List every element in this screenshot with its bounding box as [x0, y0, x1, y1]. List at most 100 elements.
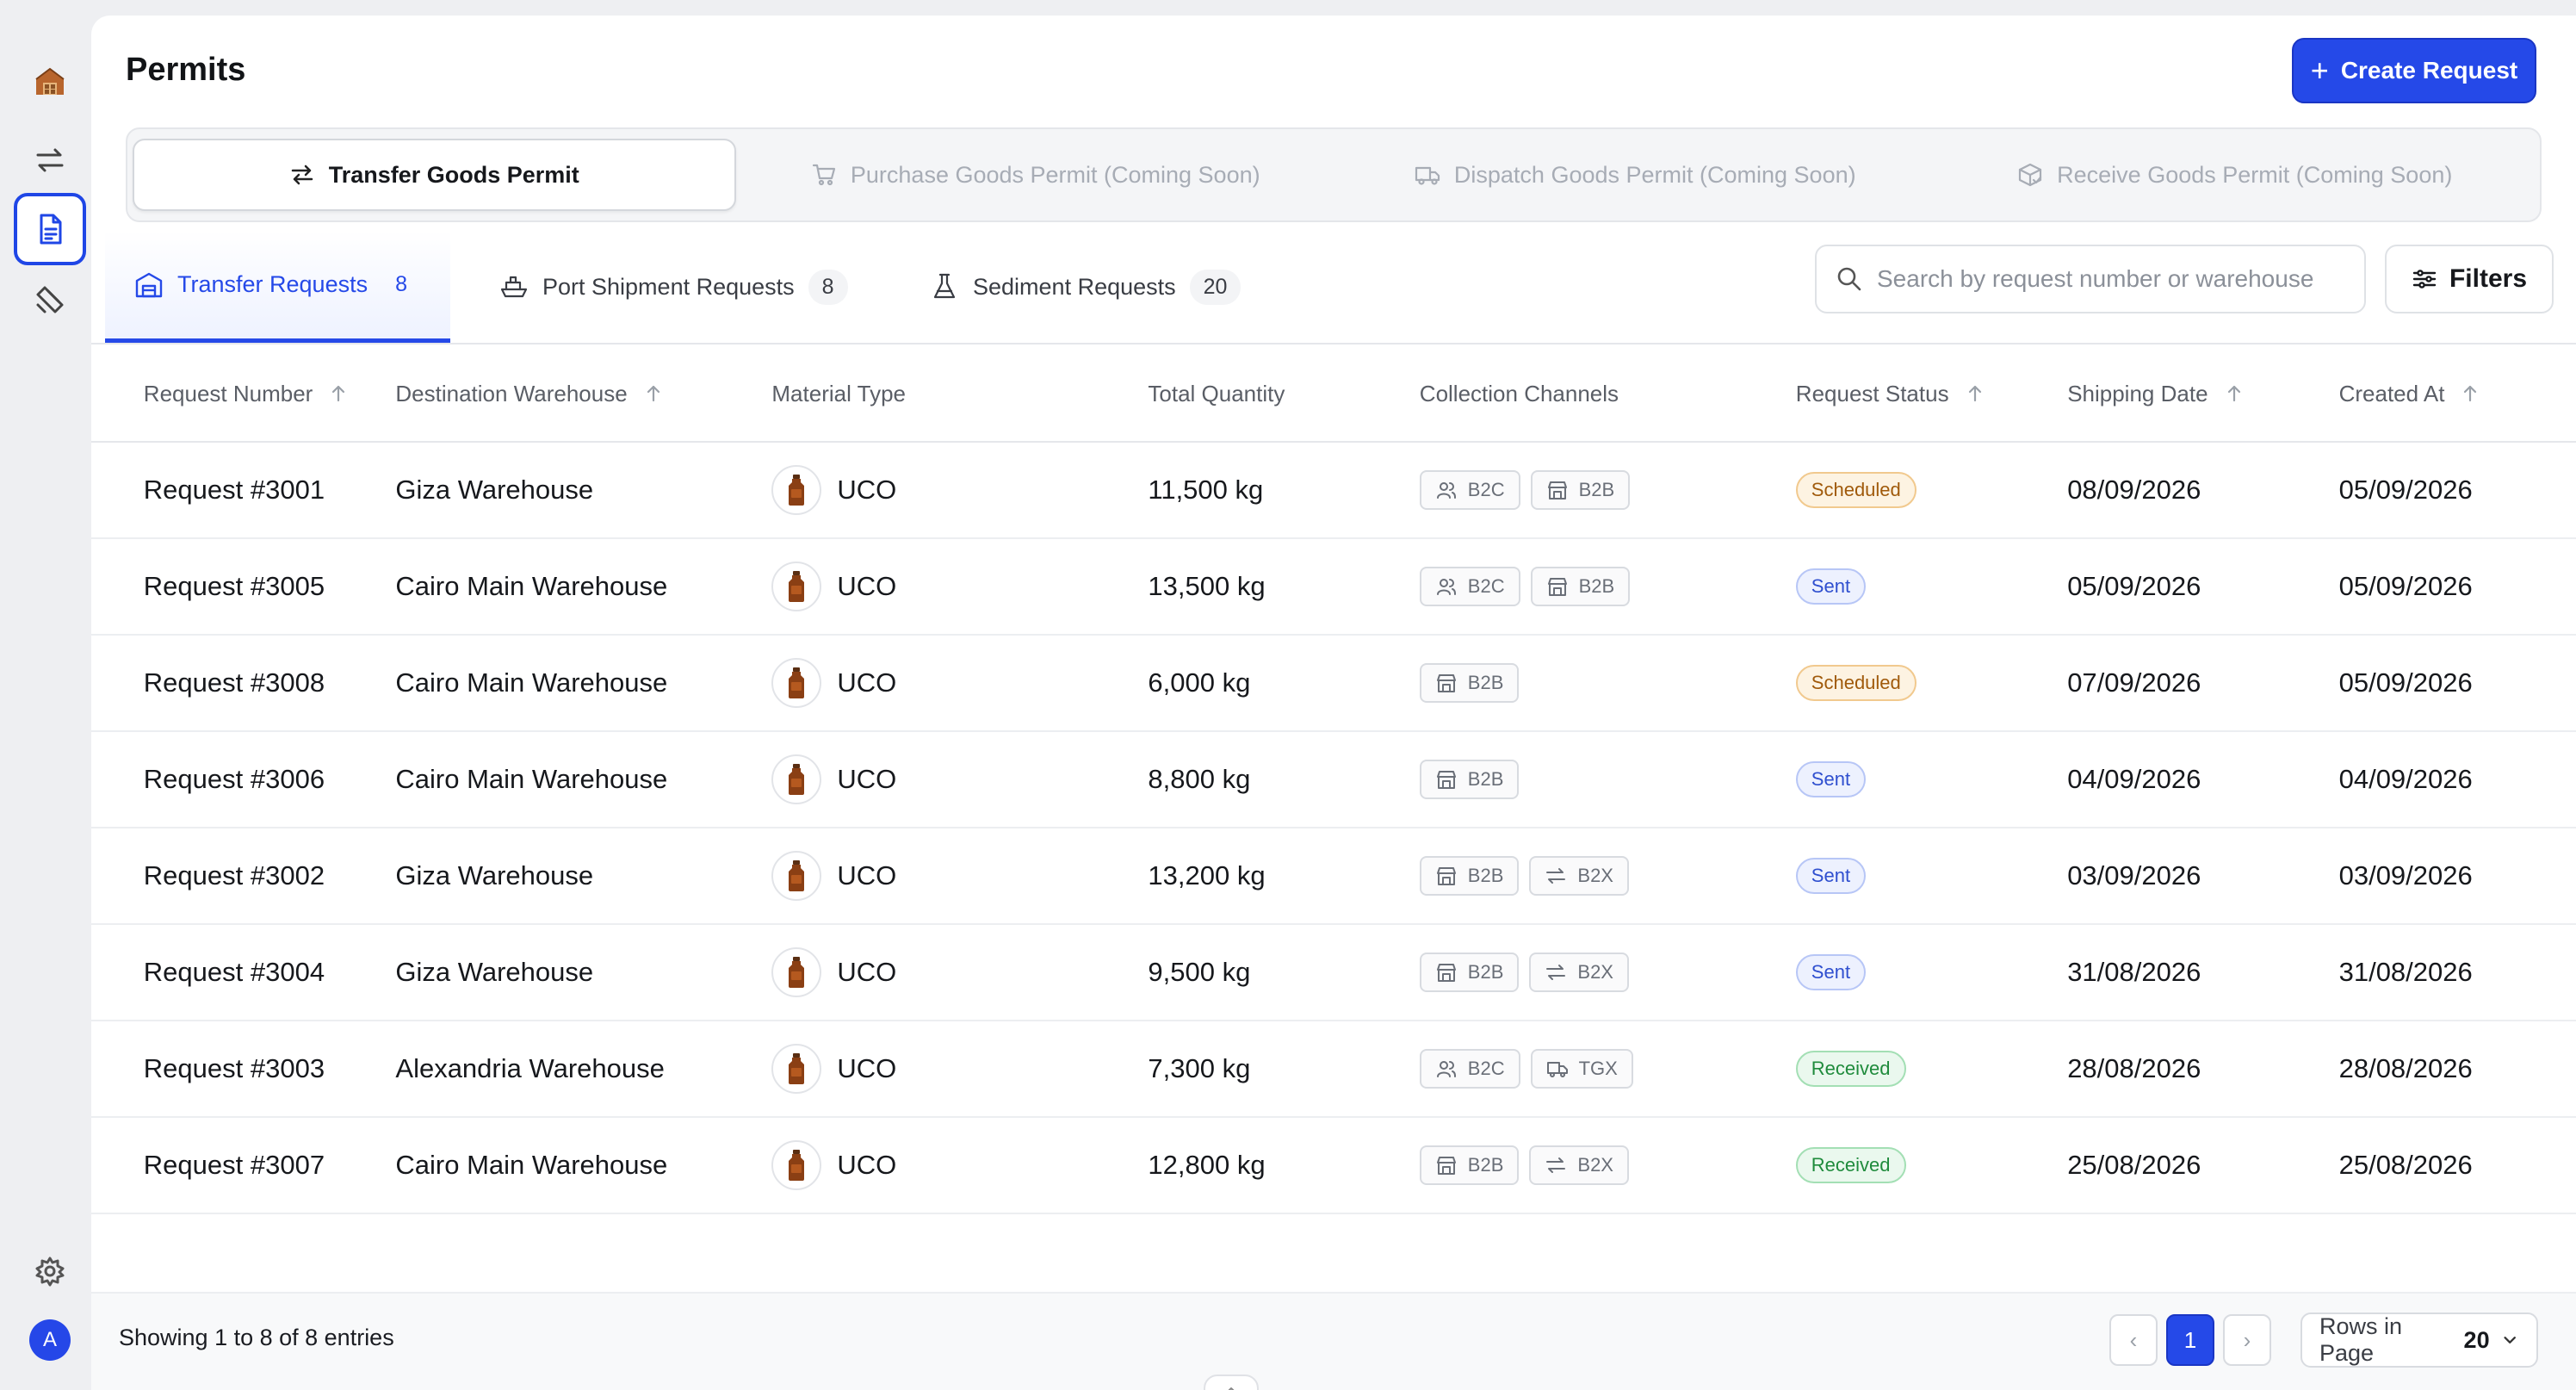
- shipping-cell: 07/09/2026: [2067, 667, 2201, 698]
- warehouse-cell: Cairo Main Warehouse: [395, 764, 668, 794]
- next-page-button[interactable]: ›: [2223, 1314, 2271, 1366]
- header-label: Request Status: [1795, 380, 1949, 406]
- settings-gear-icon[interactable]: [14, 1235, 86, 1307]
- header-created-at[interactable]: Created At: [2339, 346, 2481, 441]
- header-label: Total Quantity: [1148, 380, 1285, 406]
- tab-transfer-requests[interactable]: Transfer Requests 8: [105, 231, 450, 343]
- permit-tab-transfer[interactable]: Transfer Goods Permit: [133, 139, 736, 211]
- header-destination-warehouse[interactable]: Destination Warehouse: [395, 346, 663, 441]
- header-material-type: Material Type: [771, 346, 906, 441]
- channel-label: B2B: [1467, 672, 1504, 693]
- main-panel: Permits + Create Request Transfer Goods …: [91, 16, 2576, 1390]
- status-cell: Scheduled: [1795, 443, 1917, 537]
- status-cell: Sent: [1795, 925, 1867, 1020]
- user-avatar[interactable]: A: [29, 1319, 71, 1361]
- material-cell: UCO: [771, 828, 896, 923]
- tab-sediment-requests[interactable]: Sediment Requests 20: [930, 231, 1242, 343]
- created-cell: 25/08/2026: [2338, 1150, 2473, 1180]
- create-request-button[interactable]: + Create Request: [2292, 38, 2536, 103]
- document-icon[interactable]: [14, 193, 86, 265]
- shipping-cell: 25/08/2026: [2067, 1150, 2201, 1180]
- permit-tab-receive[interactable]: Receive Goods Permit (Coming Soon): [1935, 139, 2536, 211]
- table-footer: Showing 1 to 8 of 8 entries ‹ 1 › Rows i…: [91, 1292, 2576, 1390]
- header-request-status[interactable]: Request Status: [1796, 346, 1985, 441]
- channels-cell: B2C B2B: [1419, 539, 1640, 634]
- material-type: UCO: [837, 667, 897, 698]
- shipping-cell: 28/08/2026: [2067, 1053, 2201, 1083]
- request-tabs: Transfer Requests 8 Port Shipment Reques…: [91, 231, 2576, 344]
- status-cell: Sent: [1795, 732, 1867, 827]
- plus-icon: +: [2310, 53, 2329, 88]
- table-row[interactable]: Request #3005 Cairo Main Warehouse UCO 13,5…: [91, 539, 2576, 636]
- status-cell: Sent: [1795, 539, 1867, 634]
- transfer-arrows-icon[interactable]: [14, 124, 86, 196]
- search-input[interactable]: [1877, 265, 2345, 293]
- material-icon: [771, 658, 822, 708]
- material-cell: UCO: [771, 539, 896, 634]
- table-row[interactable]: Request #3003 Alexandria Warehouse UCO 7,30…: [91, 1021, 2576, 1118]
- tab-label: Port Shipment Requests: [542, 273, 795, 300]
- table-row[interactable]: Request #3006 Cairo Main Warehouse UCO 8,80…: [91, 732, 2576, 828]
- store-icon: [1436, 964, 1456, 982]
- collapse-toggle[interactable]: [1204, 1374, 1259, 1390]
- oil-bottle-icon: [789, 860, 805, 891]
- channel-label: B2C: [1467, 479, 1505, 500]
- flask-icon: [933, 273, 956, 299]
- status-cell: Sent: [1795, 828, 1867, 923]
- store-icon: [1436, 771, 1456, 789]
- rows-per-page-select[interactable]: Rows in Page 20: [2300, 1312, 2538, 1368]
- paint-brush-icon[interactable]: [14, 264, 86, 336]
- sort-arrow-icon[interactable]: [328, 383, 349, 404]
- sort-arrow-icon[interactable]: [2460, 383, 2480, 404]
- material-icon: [771, 851, 822, 901]
- exchange-icon: [1546, 965, 1566, 980]
- channel-badge: B2X: [1529, 953, 1629, 992]
- entries-summary: Showing 1 to 8 of 8 entries: [119, 1325, 394, 1350]
- sort-arrow-icon[interactable]: [643, 383, 664, 404]
- header-shipping-date[interactable]: Shipping Date: [2067, 346, 2244, 441]
- permit-tab-purchase[interactable]: Purchase Goods Permit (Coming Soon): [736, 139, 1336, 211]
- table-row[interactable]: Request #3004 Giza Warehouse UCO 9,500 kg B2…: [91, 925, 2576, 1021]
- number-cell: Request #3006: [143, 764, 325, 794]
- chevron-down-icon: [2504, 1337, 2516, 1343]
- warehouse-icon: [135, 272, 163, 297]
- quantity-cell: 7,300 kg: [1148, 1053, 1251, 1083]
- logo-warehouse-icon[interactable]: [14, 45, 86, 117]
- quantity-cell: 9,500 kg: [1148, 957, 1251, 987]
- created-cell: 28/08/2026: [2338, 1053, 2473, 1083]
- status-cell: Received: [1795, 1118, 1906, 1213]
- channel-badge: B2B: [1419, 663, 1520, 703]
- truck-icon: [1415, 166, 1440, 185]
- warehouse-cell: Alexandria Warehouse: [395, 1053, 665, 1083]
- page-1-button[interactable]: 1: [2166, 1314, 2214, 1366]
- tab-count-badge: 20: [1189, 269, 1242, 305]
- table-row[interactable]: Request #3001 Giza Warehouse UCO 11,500 kg B…: [91, 443, 2576, 539]
- table-row[interactable]: Request #3002 Giza Warehouse UCO 13,200 kg B…: [91, 828, 2576, 925]
- material-cell: UCO: [771, 732, 896, 827]
- header-total-quantity: Total Quantity: [1148, 346, 1285, 441]
- header-label: Collection Channels: [1419, 380, 1619, 406]
- oil-bottle-icon: [789, 571, 805, 602]
- tab-port-shipment-requests[interactable]: Port Shipment Requests 8: [499, 231, 848, 343]
- permit-type-selector: Transfer Goods Permit Purchase Goods Per…: [126, 127, 2542, 222]
- rows-per-page-value: 20: [2463, 1326, 2490, 1353]
- prev-page-button[interactable]: ‹: [2109, 1314, 2158, 1366]
- channel-label: TGX: [1578, 1058, 1618, 1079]
- channel-badge: B2C: [1419, 1049, 1520, 1089]
- sort-arrow-icon[interactable]: [1965, 383, 1985, 404]
- sort-arrow-icon[interactable]: [2224, 383, 2245, 404]
- header-request-number[interactable]: Request Number: [144, 346, 350, 441]
- number-cell: Request #3001: [143, 475, 325, 505]
- table-row[interactable]: Request #3008 Cairo Main Warehouse UCO 6,00…: [91, 636, 2576, 732]
- filters-label: Filters: [2449, 264, 2528, 293]
- filters-button[interactable]: Filters: [2385, 245, 2554, 313]
- table-row[interactable]: Request #3007 Cairo Main Warehouse UCO 12,8…: [91, 1118, 2576, 1214]
- sliders-icon: [2412, 270, 2437, 289]
- warehouse-cell: Cairo Main Warehouse: [395, 1150, 668, 1180]
- users-icon: [1436, 482, 1456, 499]
- shipping-cell: 04/09/2026: [2067, 764, 2201, 794]
- permit-tab-dispatch[interactable]: Dispatch Goods Permit (Coming Soon): [1335, 139, 1935, 211]
- header-label: Material Type: [771, 380, 906, 406]
- quantity-cell: 13,500 kg: [1148, 571, 1266, 601]
- channels-cell: B2B: [1419, 732, 1530, 827]
